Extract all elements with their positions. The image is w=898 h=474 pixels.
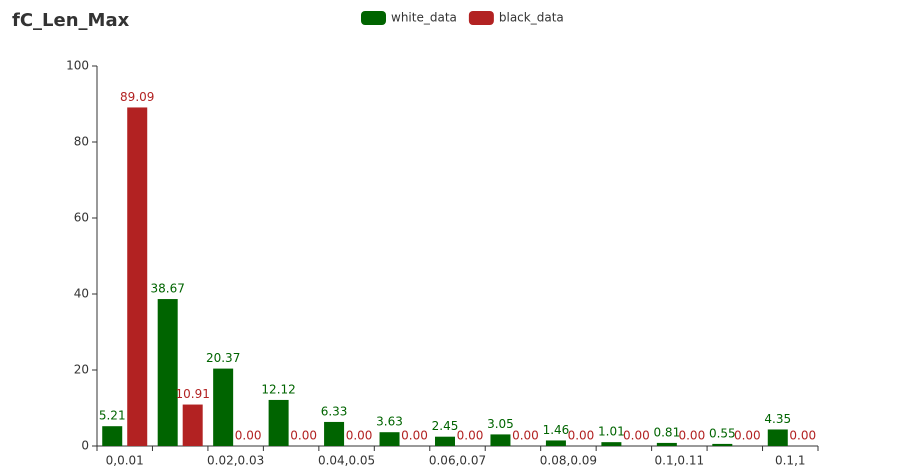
value-label: 0.00 — [457, 429, 484, 443]
value-label: 3.05 — [487, 417, 514, 431]
x-tick-label: 0.1,0.11 — [655, 454, 705, 468]
bar — [324, 421, 345, 446]
bar — [182, 404, 203, 446]
value-label: 1.46 — [543, 423, 570, 437]
chart-title: fC_Len_Max — [12, 10, 130, 31]
bar — [490, 434, 511, 446]
value-label: 6.33 — [321, 404, 348, 418]
y-tick-label: 20 — [74, 363, 89, 377]
value-label: 12.12 — [261, 382, 295, 396]
bar — [268, 399, 289, 446]
legend-swatch[interactable] — [468, 11, 494, 25]
value-label: 0.00 — [512, 429, 539, 443]
value-label: 89.09 — [120, 90, 154, 104]
value-label: 0.00 — [678, 429, 705, 443]
legend-swatch[interactable] — [361, 11, 386, 25]
value-label: 0.00 — [789, 429, 816, 443]
value-label: 0.00 — [568, 429, 595, 443]
value-label: 0.00 — [734, 429, 761, 443]
x-tick-label: 0,0.01 — [106, 454, 144, 468]
y-tick-label: 100 — [66, 59, 89, 73]
value-label: 2.45 — [432, 419, 459, 433]
value-label: 0.00 — [401, 429, 428, 443]
x-tick-label: 0.06,0.07 — [429, 454, 486, 468]
x-tick-label: 0.08,0.09 — [540, 454, 597, 468]
value-label: 38.67 — [151, 282, 185, 296]
bar — [601, 442, 622, 446]
value-label: 0.00 — [290, 429, 317, 443]
value-label: 0.55 — [709, 426, 736, 440]
y-tick-label: 40 — [74, 287, 89, 301]
value-label: 0.81 — [653, 425, 680, 439]
bar — [767, 429, 788, 446]
bar — [213, 368, 234, 446]
value-label: 0.00 — [235, 429, 262, 443]
y-tick-label: 0 — [81, 439, 89, 453]
bar — [712, 443, 733, 446]
value-label: 1.01 — [598, 425, 625, 439]
bar — [435, 436, 455, 446]
bar — [127, 107, 148, 446]
bar — [545, 440, 566, 446]
bar — [157, 299, 178, 446]
y-tick-label: 60 — [74, 211, 89, 225]
legend-label[interactable]: white_data — [391, 11, 457, 25]
value-label: 3.63 — [376, 415, 403, 429]
bar — [379, 432, 400, 446]
x-tick-label: 0.02,0.03 — [207, 454, 264, 468]
value-label: 4.35 — [764, 412, 791, 426]
y-tick-label: 80 — [74, 135, 89, 149]
x-tick-label: 0.04,0.05 — [318, 454, 375, 468]
legend-label[interactable]: black_data — [499, 11, 564, 25]
value-label: 0.00 — [623, 429, 650, 443]
value-label: 0.00 — [346, 429, 373, 443]
value-label: 20.37 — [206, 351, 240, 365]
x-tick-label: 0.1,1 — [775, 454, 806, 468]
value-label: 5.21 — [99, 409, 126, 423]
bar — [656, 442, 677, 446]
value-label: 10.91 — [176, 387, 210, 401]
bar — [102, 426, 123, 446]
